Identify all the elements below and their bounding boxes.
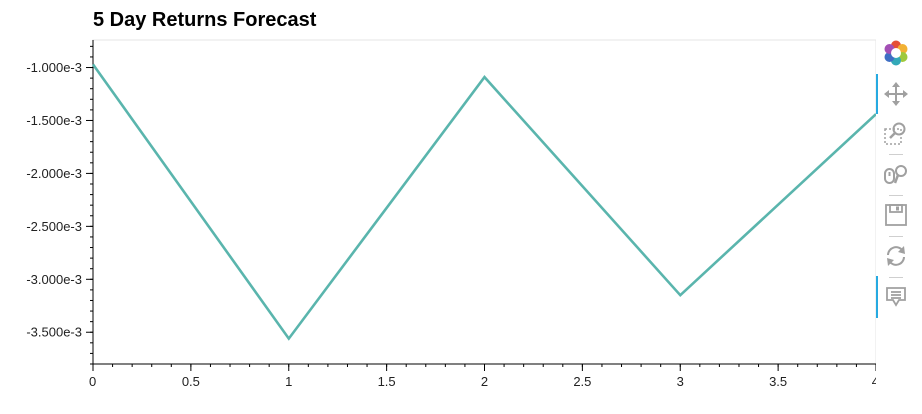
x-tick-label: 0.5 [182, 374, 200, 389]
pan-icon[interactable] [881, 79, 911, 109]
x-tick-label: 2 [481, 374, 488, 389]
x-axis: 0 0.5 1 1.5 2 2.5 3 3.5 4 [89, 363, 876, 389]
line-chart: -1.000e-3 -1.500e-3 -2.000e-3 -2.500e-3 -3.0… [26, 39, 876, 389]
wheel-zoom-icon[interactable] [881, 159, 911, 189]
y-tick-label: -1.500e-3 [26, 113, 82, 128]
hover-icon[interactable] [881, 282, 911, 312]
y-axis: -1.000e-3 -1.500e-3 -2.000e-3 -2.500e-3 -3.0… [26, 40, 94, 365]
reset-icon[interactable] [881, 241, 911, 271]
toolbar-divider [889, 236, 903, 237]
x-tick-label: 1 [285, 374, 292, 389]
x-tick-label: 4 [872, 374, 876, 389]
series-line [91, 63, 876, 341]
x-tick-label: 2.5 [573, 374, 591, 389]
box-zoom-icon[interactable] [881, 118, 911, 148]
chart-title: 5 Day Returns Forecast [93, 9, 317, 31]
y-tick-label: -2.500e-3 [26, 219, 82, 234]
x-tick-label: 3.5 [769, 374, 787, 389]
toolbar [876, 36, 922, 336]
toolbar-divider [889, 154, 903, 155]
x-tick-label: 0 [89, 374, 96, 389]
y-tick-label: -1.000e-3 [26, 60, 82, 75]
series-layer [91, 63, 876, 341]
bokeh-logo-icon[interactable] [881, 38, 911, 68]
y-tick-label: -2.000e-3 [26, 166, 82, 181]
y-tick-label: -3.000e-3 [26, 272, 82, 287]
toolbar-divider [889, 195, 903, 196]
pan-active-indicator [876, 74, 878, 114]
plot-area[interactable] [92, 39, 876, 365]
save-icon[interactable] [881, 200, 911, 230]
hover-active-indicator [876, 276, 878, 318]
x-tick-label: 3 [677, 374, 684, 389]
y-tick-label: -3.500e-3 [26, 325, 82, 340]
x-tick-label: 1.5 [378, 374, 396, 389]
toolbar-divider [889, 277, 903, 278]
